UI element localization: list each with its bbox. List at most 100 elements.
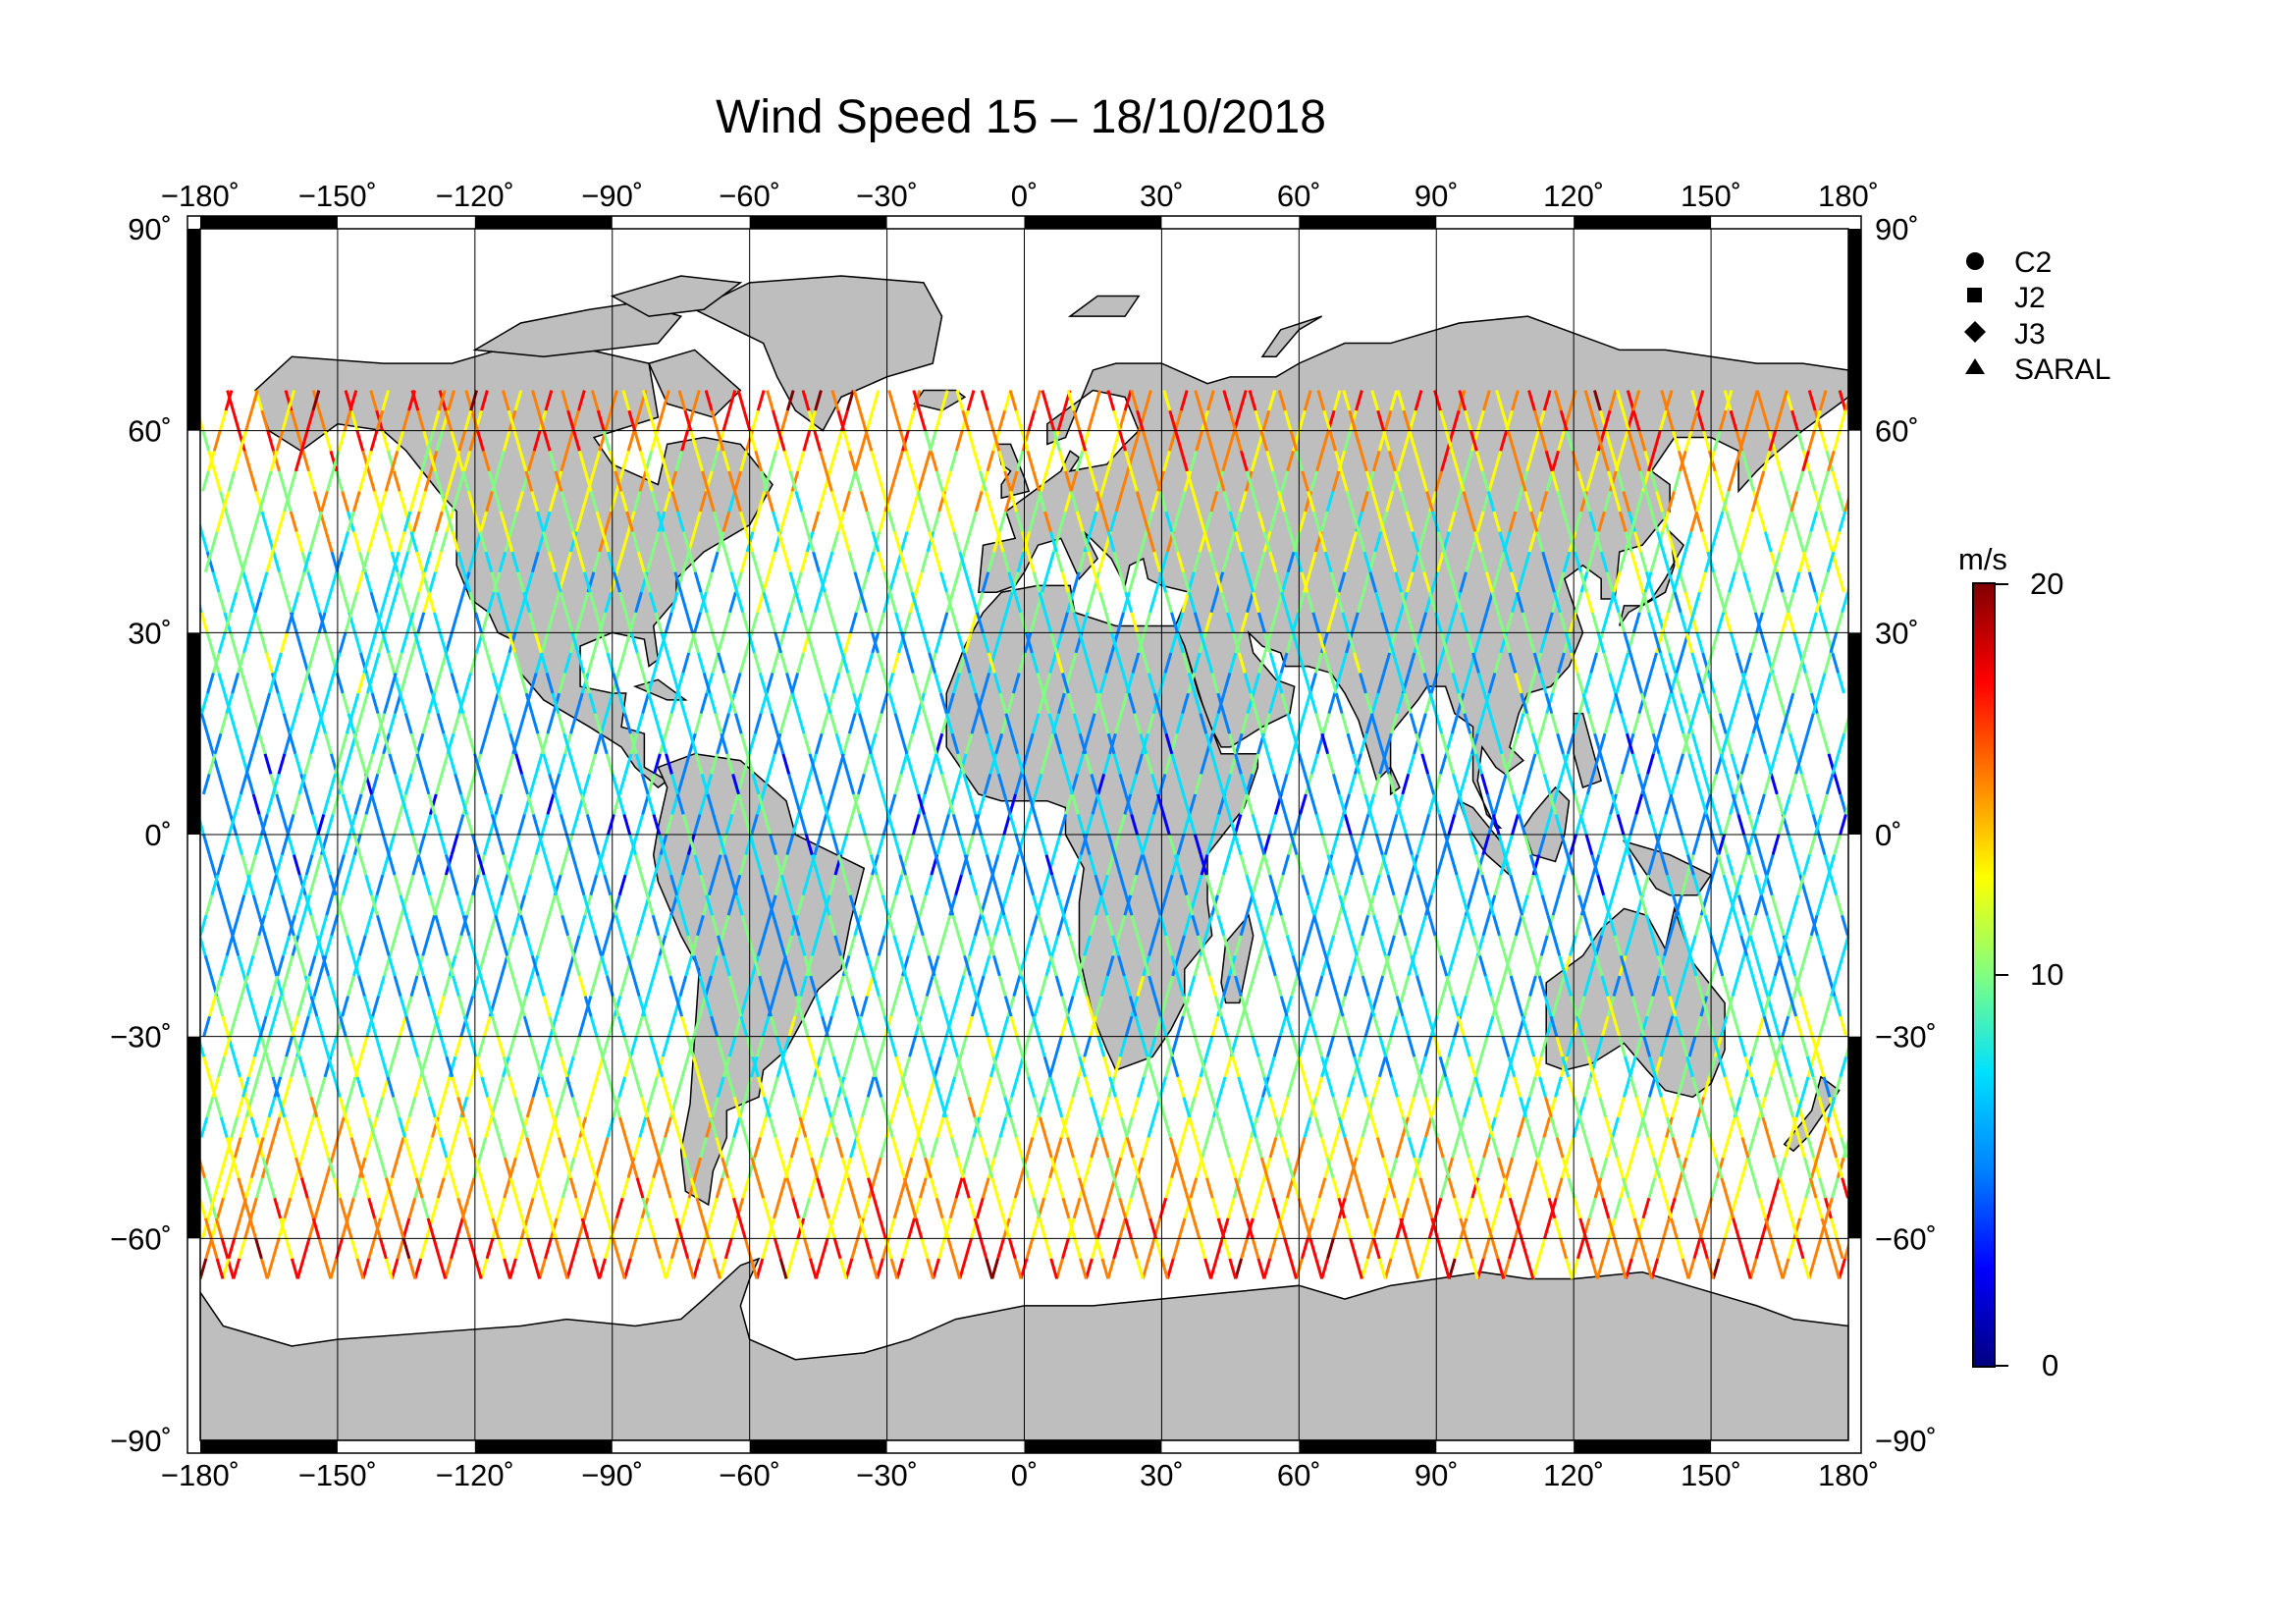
track-segment [925, 975, 934, 997]
track-segment [403, 773, 413, 795]
track-segment [433, 814, 443, 836]
track-segment [822, 894, 831, 916]
track-segment [436, 1177, 446, 1199]
track-segment [826, 814, 834, 836]
track-segment [1002, 814, 1012, 836]
track-segment [225, 914, 235, 937]
track-segment [905, 511, 915, 532]
track-segment [765, 673, 774, 694]
track-segment [603, 874, 613, 896]
track-segment [653, 753, 662, 775]
track-segment [389, 591, 399, 614]
track-segment [1087, 409, 1096, 432]
track-segment [771, 652, 780, 674]
track-segment [774, 1137, 783, 1159]
track-segment [1753, 834, 1762, 855]
track-segment [502, 430, 511, 452]
track-segment [536, 409, 546, 432]
track-segment [586, 1237, 596, 1260]
track-segment [856, 1217, 866, 1239]
track-segment [451, 1177, 460, 1199]
track-segment [496, 1036, 506, 1057]
track-segment [657, 1157, 667, 1179]
track-segment [254, 1237, 263, 1260]
track-segment [584, 1096, 593, 1118]
track-segment [479, 511, 489, 532]
track-segment [558, 673, 566, 694]
track-segment [614, 914, 623, 937]
track-segment [1775, 793, 1785, 815]
track-segment [583, 470, 593, 492]
track-segment [577, 1015, 587, 1038]
track-segment [689, 430, 699, 452]
track-segment [653, 854, 663, 876]
track-segment [982, 954, 991, 977]
track-segment [709, 1197, 719, 1219]
track-segment [780, 1055, 790, 1078]
track-segment [300, 551, 310, 573]
track-segment [1798, 874, 1808, 896]
track-segment [233, 1055, 241, 1078]
track-segment [1040, 753, 1049, 775]
track-segment [229, 631, 239, 654]
track-segment [778, 511, 788, 532]
track-segment [636, 914, 645, 937]
track-segment [802, 732, 812, 755]
track-segment [985, 874, 994, 896]
track-segment [739, 996, 749, 1017]
track-segment [336, 571, 346, 593]
track-segment [792, 1096, 802, 1118]
track-segment [623, 713, 632, 734]
track-segment [652, 954, 662, 977]
track-segment [373, 490, 382, 513]
track-segment [675, 894, 684, 916]
track-segment [421, 975, 431, 997]
track-segment [764, 692, 774, 715]
track-segment [290, 409, 299, 432]
track-segment [934, 1197, 944, 1219]
track-segment [577, 450, 587, 472]
lon-tick-label: −120˚ [436, 179, 514, 213]
track-segment [1056, 409, 1066, 432]
track-segment [1772, 1015, 1781, 1038]
track-segment [283, 1197, 293, 1219]
track-segment [1817, 834, 1827, 855]
track-segment [663, 490, 672, 513]
track-segment [1702, 430, 1711, 452]
track-segment [467, 935, 477, 956]
track-segment [631, 531, 640, 553]
track-segment [762, 1197, 771, 1219]
track-segment [1056, 914, 1065, 937]
track-segment [1068, 652, 1078, 674]
track-segment [825, 551, 834, 573]
track-segment [894, 874, 904, 896]
track-segment [974, 490, 984, 513]
track-segment [764, 1096, 774, 1118]
track-segment [554, 793, 562, 815]
track-segment [442, 1076, 452, 1098]
track-segment [208, 1197, 218, 1219]
track-segment [536, 935, 546, 956]
track-segment [1807, 390, 1817, 411]
track-segment [1120, 470, 1130, 492]
track-segment [294, 631, 304, 654]
track-segment [699, 692, 709, 715]
track-segment [203, 954, 213, 977]
track-segment [342, 874, 350, 896]
track-segment [721, 511, 731, 532]
track-segment [917, 470, 927, 492]
track-segment [526, 1237, 536, 1260]
track-segment [1827, 975, 1837, 997]
track-segment [200, 531, 209, 553]
track-segment [764, 996, 774, 1017]
track-segment [515, 490, 524, 513]
track-segment [582, 1137, 592, 1159]
track-segment [623, 612, 633, 633]
track-segment [763, 814, 773, 836]
track-segment [600, 631, 610, 654]
track-segment [602, 430, 612, 452]
track-segment [611, 773, 620, 795]
track-segment [1829, 1217, 1839, 1239]
track-segment [425, 1036, 434, 1057]
